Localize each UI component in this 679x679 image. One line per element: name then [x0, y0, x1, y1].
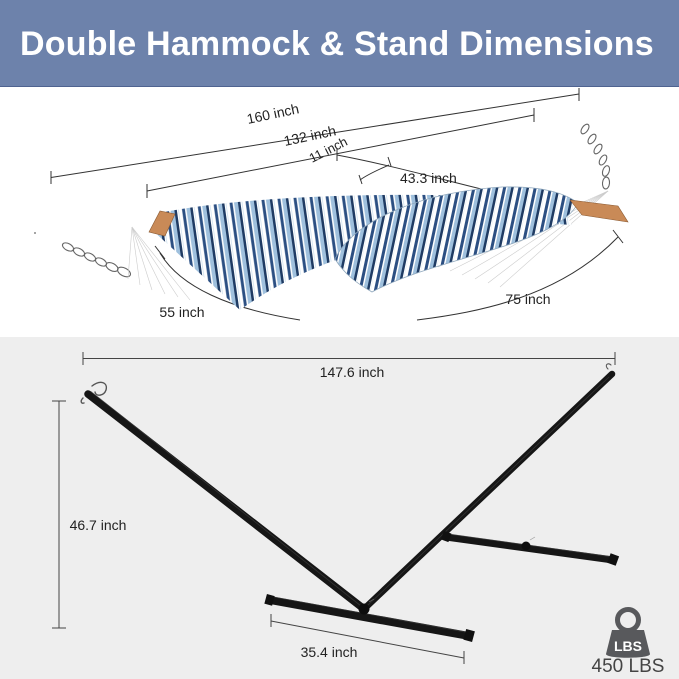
svg-text:46.7 inch: 46.7 inch	[70, 517, 127, 533]
svg-text:147.6 inch: 147.6 inch	[320, 364, 385, 380]
svg-text:450 LBS: 450 LBS	[592, 656, 665, 677]
svg-text:LBS: LBS	[614, 638, 642, 654]
svg-text:35.4 inch: 35.4 inch	[301, 644, 358, 660]
